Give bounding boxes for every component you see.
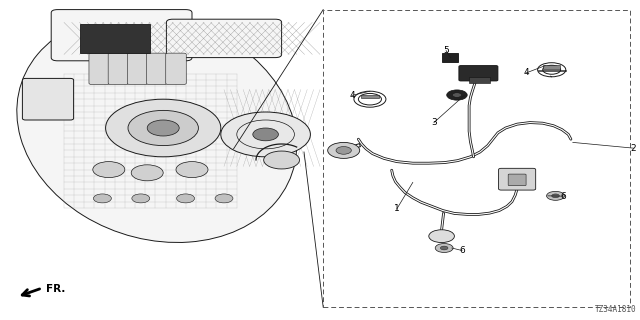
FancyBboxPatch shape [127,53,148,84]
Circle shape [93,194,111,203]
Ellipse shape [17,13,297,243]
FancyBboxPatch shape [166,53,186,84]
FancyBboxPatch shape [442,53,458,62]
Text: 1: 1 [394,204,399,213]
FancyBboxPatch shape [361,95,379,98]
Circle shape [447,90,467,100]
Circle shape [176,162,208,178]
Circle shape [452,93,461,97]
FancyBboxPatch shape [166,19,282,58]
Circle shape [132,194,150,203]
Circle shape [429,230,454,243]
FancyBboxPatch shape [147,53,167,84]
FancyBboxPatch shape [499,168,536,190]
Circle shape [128,110,198,146]
Circle shape [147,120,179,136]
Circle shape [328,142,360,158]
FancyBboxPatch shape [51,10,192,61]
Text: 6: 6 [561,192,566,201]
Circle shape [435,244,453,252]
Circle shape [253,128,278,141]
Circle shape [106,99,221,157]
FancyBboxPatch shape [89,53,109,84]
Bar [323,10,630,307]
Circle shape [336,147,351,154]
Text: 3: 3 [431,118,436,127]
Text: 2: 2 [631,144,636,153]
Circle shape [264,151,300,169]
Text: 5: 5 [444,46,449,55]
FancyBboxPatch shape [469,77,490,83]
FancyBboxPatch shape [459,66,498,81]
Text: 4: 4 [524,68,529,77]
FancyBboxPatch shape [108,53,129,84]
Text: TZ34A1810: TZ34A1810 [595,305,637,314]
Circle shape [131,165,163,181]
FancyBboxPatch shape [508,174,526,186]
Circle shape [552,194,559,198]
Circle shape [93,162,125,178]
FancyBboxPatch shape [543,65,560,69]
Text: 4: 4 [349,91,355,100]
Circle shape [221,112,310,157]
Circle shape [177,194,195,203]
FancyBboxPatch shape [22,78,74,120]
Text: 6: 6 [460,246,465,255]
Text: FR.: FR. [46,284,65,294]
FancyBboxPatch shape [80,24,150,53]
Circle shape [547,191,564,200]
Circle shape [440,246,448,250]
Circle shape [215,194,233,203]
